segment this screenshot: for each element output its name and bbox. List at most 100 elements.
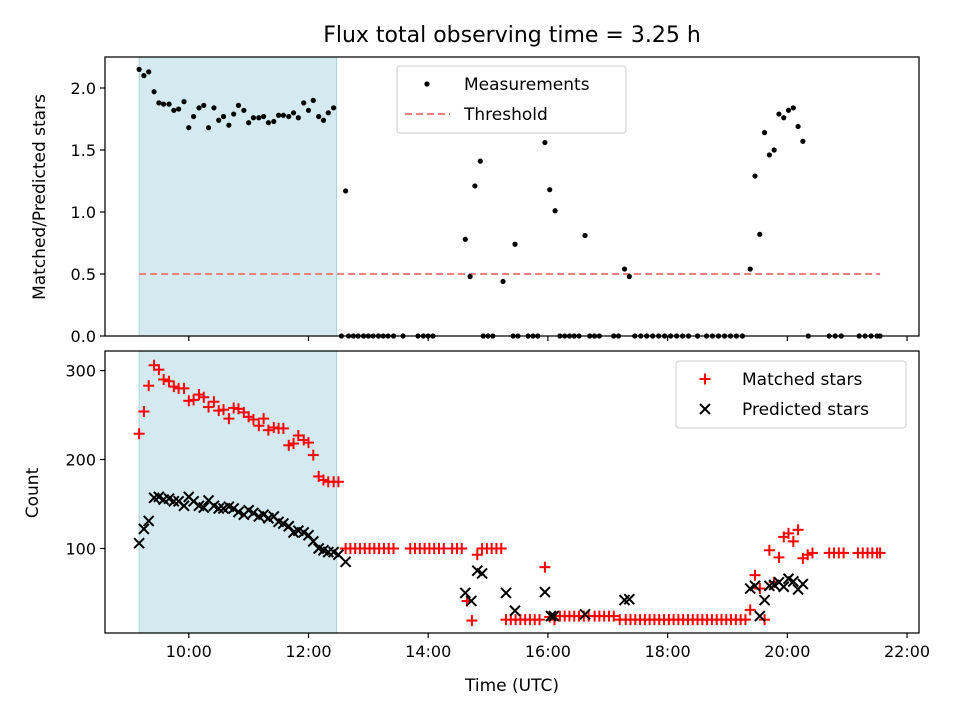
legend-threshold-label: Threshold <box>463 105 548 125</box>
measurement-point <box>552 208 558 214</box>
measurement-point <box>512 241 518 247</box>
legend-measurements-label: Measurements <box>464 75 590 95</box>
matched-stars-point <box>303 437 314 449</box>
measurement-point <box>761 130 768 136</box>
measurement-point <box>231 111 237 117</box>
ratio-legend: Measurements Threshold <box>396 65 627 134</box>
ratio-y-tick-label: 0.0 <box>71 327 96 346</box>
predicted-stars-point <box>797 578 809 590</box>
predicted-stars-point <box>213 502 225 515</box>
measurement-point <box>286 113 292 120</box>
measurement-point <box>161 101 167 107</box>
measurement-point <box>752 173 758 179</box>
measurement-point <box>181 99 187 105</box>
count-y-axis-label: Count <box>23 467 43 518</box>
measurement-point <box>301 100 307 106</box>
matched-stars-point <box>739 614 751 626</box>
shaded-observing-span <box>138 56 338 337</box>
matched-stars-point <box>783 527 795 539</box>
ratio-legend-box <box>396 65 627 134</box>
matched-stars-point <box>466 615 478 627</box>
measurement-point <box>462 236 468 242</box>
x-tick-label: 14:00 <box>405 642 451 661</box>
predicted-stars-point <box>198 501 210 514</box>
matched-stars-point <box>288 438 300 450</box>
predicted-stars-point <box>459 587 472 599</box>
legend-matched-label: Matched stars <box>742 370 862 390</box>
predicted-stars-point <box>623 593 636 605</box>
predicted-stars-point <box>302 529 315 541</box>
matched-stars-point <box>223 413 235 425</box>
measurement-point <box>626 273 632 280</box>
measurement-point <box>156 100 162 106</box>
measurement-point <box>151 89 157 95</box>
ratio-axis: 0.0 0.5 1.0 1.5 2.0 <box>71 79 908 346</box>
predicted-stars-point <box>247 507 260 519</box>
predicted-stars-point <box>548 610 560 622</box>
matched-stars-point <box>138 405 150 417</box>
predicted-stars-point <box>758 594 771 606</box>
matched-stars-point <box>874 547 886 559</box>
matched-stars-point <box>168 381 180 393</box>
measurement-point <box>246 120 252 126</box>
measurement-point <box>325 110 331 116</box>
shaded-observing-span <box>138 350 338 634</box>
matched-stars-point <box>253 420 265 432</box>
ratio-y-axis-label: Matched/Predicted stars <box>30 94 50 300</box>
predicted-stars-point <box>283 520 295 532</box>
measurement-point <box>186 125 192 131</box>
measurement-point <box>235 102 242 108</box>
measurement-point <box>196 105 202 111</box>
measurement-point <box>472 183 478 189</box>
predicted-stars-point <box>545 610 557 622</box>
count-y-tick-label: 100 <box>65 539 96 558</box>
measurement-point <box>467 273 473 280</box>
matched-stars-point <box>773 551 785 563</box>
x-tick-label: 10:00 <box>166 642 212 661</box>
ratio-panel: 0.00.51.01.52.0 Matched/Predicted stars … <box>30 56 920 346</box>
ratio-axes-frame <box>104 56 920 337</box>
predicted-stars-point <box>539 586 551 598</box>
measurement-point <box>781 115 787 121</box>
matched-stars-point <box>198 391 210 403</box>
measurement-point <box>785 107 792 113</box>
matched-stars-point <box>539 561 551 573</box>
legend-matched-marker <box>699 373 711 385</box>
matched-stars-point <box>133 428 145 440</box>
x-tick-label: 22:00 <box>884 642 930 661</box>
matched-stars-point <box>332 476 344 488</box>
measurement-point <box>190 113 197 120</box>
measurement-point <box>241 107 247 113</box>
measurement-point <box>205 125 212 131</box>
measurement-point <box>166 101 172 107</box>
measurement-point <box>500 278 506 285</box>
measurement-point <box>582 232 588 239</box>
matched-stars-point <box>802 549 814 561</box>
measurement-point <box>305 107 312 113</box>
count-y-tick-label: 300 <box>65 362 96 381</box>
measurement-point <box>776 111 782 117</box>
measurement-point <box>790 105 796 111</box>
predicted-stars-point <box>787 575 800 588</box>
matched-stars-point <box>471 549 483 561</box>
measurement-point <box>331 105 337 111</box>
predicted-stars-point <box>307 535 319 548</box>
measurement-point <box>771 147 777 153</box>
matched-stars-point <box>208 396 220 408</box>
x-tick-label: 18:00 <box>645 642 691 661</box>
measurement-point <box>280 112 286 118</box>
matched-stars-point <box>744 604 756 616</box>
measurement-point <box>261 113 267 120</box>
matched-stars-point <box>456 542 468 554</box>
measurement-point <box>265 120 271 126</box>
predicted-stars-point <box>142 515 155 527</box>
measurement-point <box>171 107 177 113</box>
matched-stars-point <box>763 544 775 556</box>
count-panel: 100 200 300 10:00 12:00 14:00 16:00 18:00 20:00 2… <box>23 350 930 696</box>
matched-stars-point <box>806 547 818 559</box>
measurement-point <box>316 113 322 120</box>
measurement-point <box>226 122 232 128</box>
predicted-stars-point <box>749 580 761 592</box>
predicted-stars-point <box>178 500 190 512</box>
